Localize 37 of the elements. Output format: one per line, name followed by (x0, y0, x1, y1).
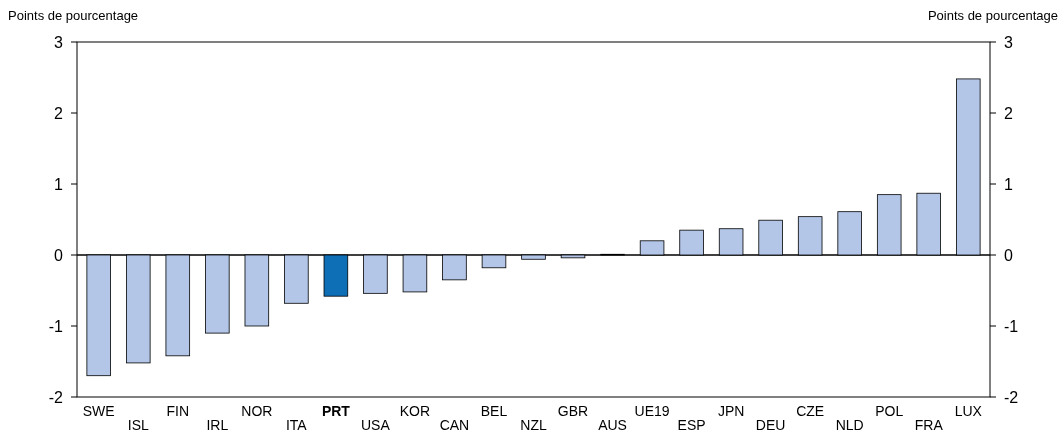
y-tick-label: 3 (54, 33, 64, 51)
y-tick-label: -1 (48, 317, 64, 335)
x-tick-label: GBR (557, 403, 589, 419)
y-tick-label: 2 (54, 104, 64, 122)
y2-tick-label: 0 (1004, 246, 1013, 264)
x-tick-label: USA (361, 417, 391, 433)
x-tick-label: NLD (835, 417, 864, 433)
x-tick-label: AUS (598, 417, 627, 433)
x-tick-label: DEU (755, 417, 786, 433)
x-tick-label: JPN (717, 403, 745, 419)
x-tick-label: UE19 (634, 403, 670, 419)
x-tick-label: SWE (82, 403, 115, 419)
y-tick-label: 1 (54, 175, 64, 193)
y2-tick-label: 2 (1004, 104, 1013, 122)
x-tick-label: NOR (241, 403, 273, 419)
x-tick-label: BEL (480, 403, 508, 419)
y2-axis-title: Points de pourcentage (927, 8, 1058, 23)
y2-tick-label: 3 (1004, 33, 1013, 51)
y2-tick-label: -2 (1004, 388, 1019, 406)
x-tick-label: PRT (321, 403, 351, 419)
x-tick-label: CZE (796, 403, 825, 419)
x-tick-label: KOR (399, 403, 431, 419)
y-axis-title: Points de pourcentage (8, 8, 139, 23)
x-tick-label: ISL (127, 417, 149, 433)
y2-tick-label: 1 (1004, 175, 1013, 193)
x-tick-label: LUX (954, 403, 983, 419)
x-tick-label: NZL (520, 417, 547, 433)
x-tick-label: FIN (166, 403, 190, 419)
x-tick-label: IRL (206, 417, 229, 433)
x-tick-label: POL (875, 403, 904, 419)
y2-tick-label: -1 (1004, 317, 1019, 335)
x-tick-label: CAN (439, 417, 470, 433)
y-tick-label: -2 (48, 388, 64, 406)
y-tick-label: 0 (54, 246, 64, 264)
x-tick-label: ESP (677, 417, 706, 433)
x-tick-label: ITA (285, 417, 308, 433)
x-tick-label: FRA (914, 417, 944, 433)
